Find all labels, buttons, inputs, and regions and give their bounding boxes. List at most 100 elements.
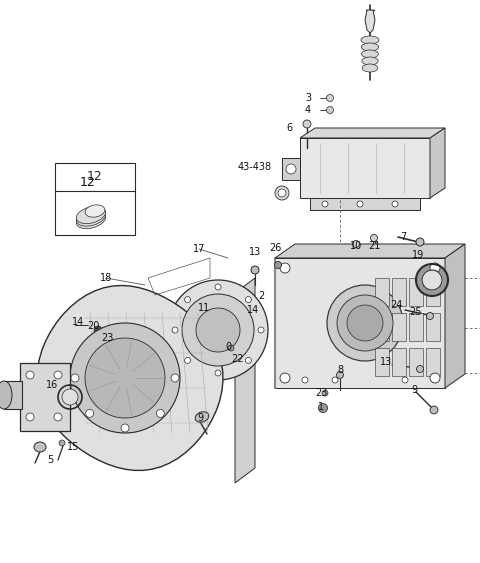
Bar bbox=[426, 348, 440, 376]
Text: 12: 12 bbox=[80, 176, 96, 190]
Text: 19: 19 bbox=[412, 250, 424, 260]
Circle shape bbox=[156, 409, 164, 417]
Circle shape bbox=[62, 389, 78, 405]
Bar bbox=[409, 313, 423, 341]
Text: 12: 12 bbox=[87, 171, 103, 184]
Circle shape bbox=[326, 106, 334, 114]
Text: 22: 22 bbox=[232, 354, 244, 364]
Circle shape bbox=[85, 338, 165, 418]
Text: 43-438: 43-438 bbox=[238, 162, 272, 172]
Ellipse shape bbox=[362, 64, 378, 72]
Circle shape bbox=[347, 305, 383, 341]
Bar bbox=[375, 278, 389, 306]
Ellipse shape bbox=[362, 57, 378, 65]
Bar bbox=[392, 313, 406, 341]
Text: 2: 2 bbox=[258, 291, 264, 301]
Circle shape bbox=[245, 358, 252, 363]
Ellipse shape bbox=[34, 442, 46, 452]
Text: 0: 0 bbox=[225, 342, 231, 352]
Text: 11: 11 bbox=[198, 303, 210, 313]
Circle shape bbox=[94, 326, 102, 334]
Polygon shape bbox=[235, 278, 255, 483]
Text: 6: 6 bbox=[286, 123, 292, 133]
Circle shape bbox=[196, 308, 240, 352]
Text: 23: 23 bbox=[315, 388, 327, 398]
Circle shape bbox=[422, 270, 442, 290]
Ellipse shape bbox=[76, 207, 106, 224]
Text: 21: 21 bbox=[368, 241, 380, 251]
Bar bbox=[426, 278, 440, 306]
Circle shape bbox=[275, 186, 289, 200]
Circle shape bbox=[326, 95, 334, 101]
Text: 8: 8 bbox=[337, 365, 343, 375]
Text: 23: 23 bbox=[101, 333, 113, 343]
Text: 1: 1 bbox=[318, 402, 324, 412]
Circle shape bbox=[215, 370, 221, 376]
Circle shape bbox=[337, 295, 393, 351]
Circle shape bbox=[303, 120, 311, 128]
Ellipse shape bbox=[361, 36, 379, 44]
Circle shape bbox=[26, 413, 34, 421]
Ellipse shape bbox=[76, 211, 106, 229]
Circle shape bbox=[371, 235, 377, 242]
Text: 16: 16 bbox=[46, 380, 58, 390]
Bar bbox=[426, 313, 440, 341]
Text: 14: 14 bbox=[72, 317, 84, 327]
Circle shape bbox=[215, 284, 221, 290]
Circle shape bbox=[258, 327, 264, 333]
Circle shape bbox=[417, 365, 423, 373]
Circle shape bbox=[185, 358, 191, 363]
Ellipse shape bbox=[361, 50, 378, 58]
Text: 18: 18 bbox=[100, 273, 112, 283]
Bar bbox=[409, 348, 423, 376]
Polygon shape bbox=[300, 138, 430, 198]
Circle shape bbox=[228, 345, 234, 351]
Circle shape bbox=[280, 263, 290, 273]
Circle shape bbox=[185, 297, 191, 302]
Text: 3: 3 bbox=[305, 93, 311, 103]
Text: 17: 17 bbox=[193, 244, 205, 254]
Bar bbox=[55, 163, 135, 235]
Circle shape bbox=[59, 440, 65, 446]
Circle shape bbox=[327, 285, 403, 361]
Text: 15: 15 bbox=[67, 442, 79, 452]
Circle shape bbox=[182, 294, 254, 366]
Circle shape bbox=[302, 377, 308, 383]
Text: 5: 5 bbox=[47, 455, 53, 465]
Circle shape bbox=[275, 261, 281, 269]
Circle shape bbox=[332, 377, 338, 383]
Polygon shape bbox=[275, 258, 445, 388]
Polygon shape bbox=[445, 244, 465, 388]
Circle shape bbox=[430, 373, 440, 383]
Text: 13: 13 bbox=[249, 247, 261, 257]
Polygon shape bbox=[282, 158, 300, 180]
Text: 13: 13 bbox=[380, 357, 392, 367]
Circle shape bbox=[280, 373, 290, 383]
Circle shape bbox=[70, 323, 180, 433]
Text: 9: 9 bbox=[197, 413, 203, 423]
Circle shape bbox=[322, 201, 328, 207]
Circle shape bbox=[430, 263, 440, 273]
Bar bbox=[20, 363, 70, 431]
Circle shape bbox=[85, 409, 94, 417]
Bar bbox=[375, 348, 389, 376]
Ellipse shape bbox=[85, 205, 105, 217]
Circle shape bbox=[26, 371, 34, 379]
Text: 26: 26 bbox=[269, 243, 281, 253]
Ellipse shape bbox=[0, 381, 12, 409]
Bar bbox=[409, 278, 423, 306]
Polygon shape bbox=[310, 198, 420, 210]
Circle shape bbox=[336, 372, 344, 378]
Circle shape bbox=[430, 406, 438, 414]
Circle shape bbox=[54, 371, 62, 379]
Polygon shape bbox=[430, 128, 445, 198]
Circle shape bbox=[251, 266, 259, 274]
Circle shape bbox=[319, 404, 327, 413]
Circle shape bbox=[109, 338, 115, 343]
Polygon shape bbox=[275, 244, 465, 258]
Circle shape bbox=[322, 390, 328, 396]
Circle shape bbox=[121, 424, 129, 432]
Circle shape bbox=[172, 327, 178, 333]
Text: 10: 10 bbox=[350, 241, 362, 251]
Text: 4: 4 bbox=[305, 105, 311, 115]
